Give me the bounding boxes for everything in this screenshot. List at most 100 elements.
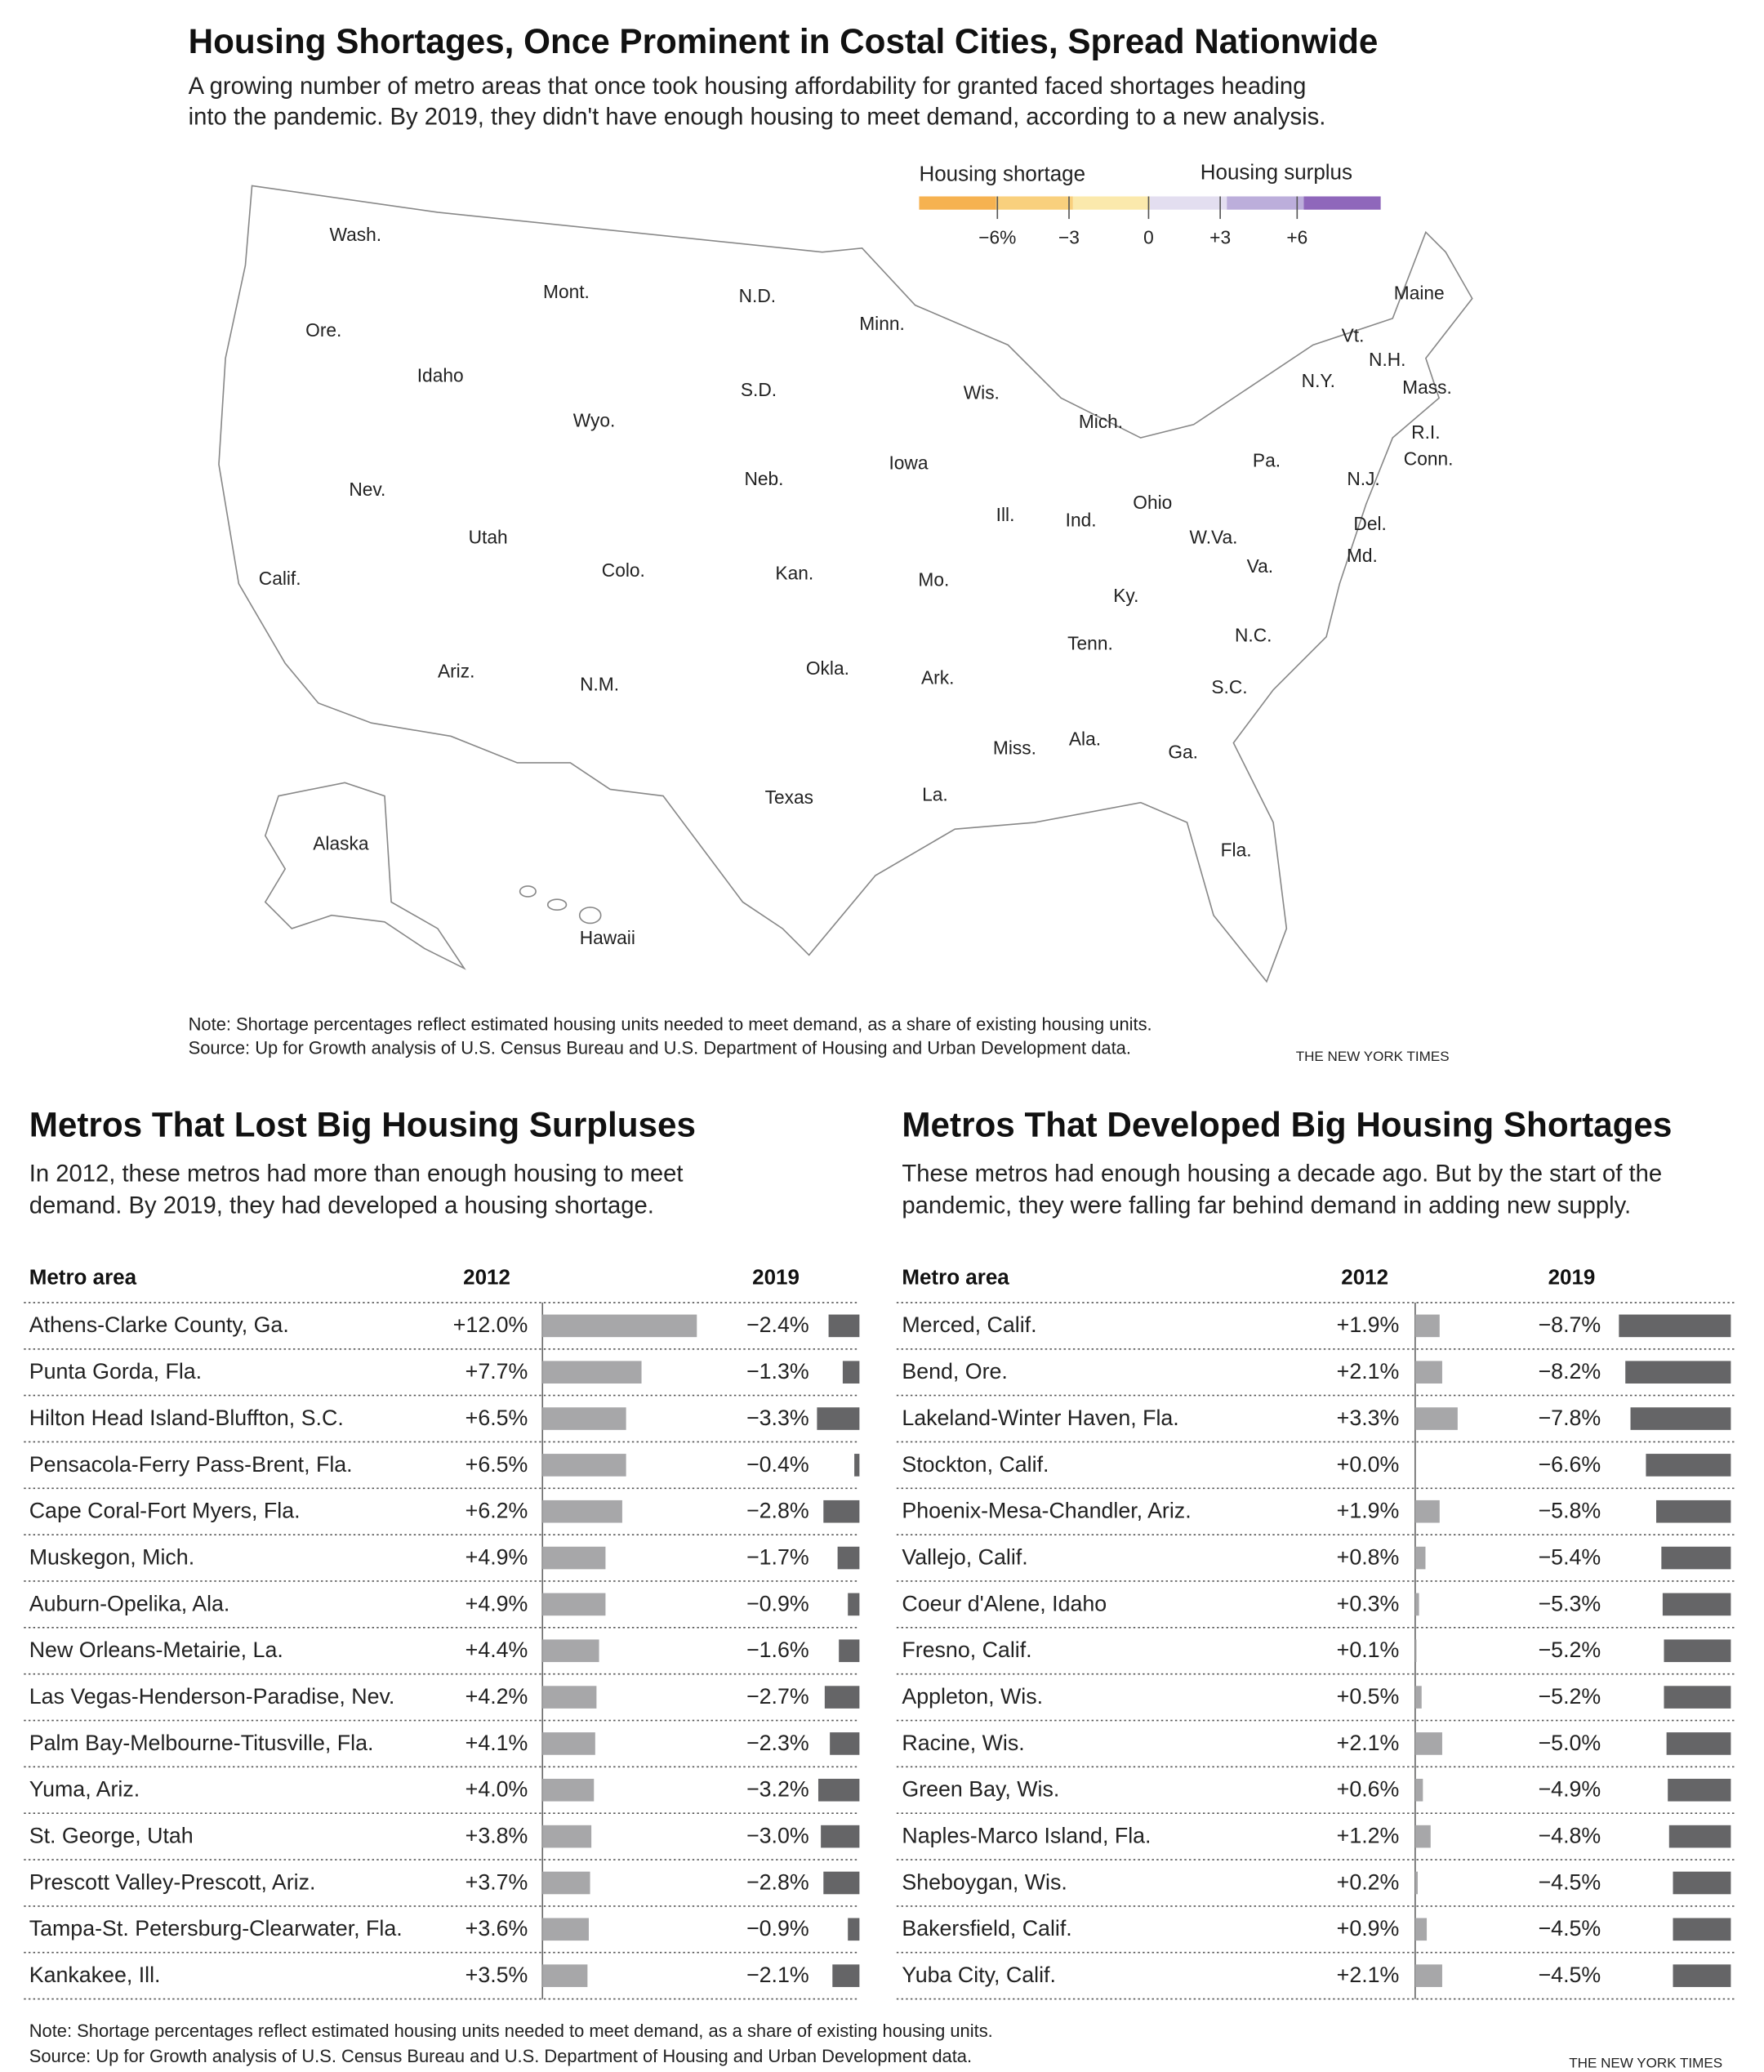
legend-tick-label: −6% [978,226,1016,247]
metro-name: Lakeland-Winter Haven, Fla. [902,1406,1178,1430]
metro-name: Racine, Wis. [902,1731,1024,1755]
state-label: Ind. [1066,509,1097,530]
value-2019: −5.0% [1539,1731,1601,1755]
bar-2012 [542,1871,590,1895]
metro-name: Yuma, Ariz. [29,1777,140,1802]
state-label: Minn. [859,313,905,334]
map-note: Note: Shortage percentages reflect estim… [189,1014,1152,1034]
value-2019: −3.2% [746,1777,809,1802]
bar-2012 [1414,1732,1442,1755]
metro-name: Cape Coral-Fort Myers, Fla. [29,1499,301,1523]
value-2012: +2.1% [1337,1963,1400,1987]
metro-name: Naples-Marco Island, Fla. [902,1824,1151,1848]
state-label: Iowa [889,452,928,474]
value-2019: −2.7% [746,1684,809,1709]
legend-label: Housing surplus [1200,160,1352,185]
metro-name: Appleton, Wis. [902,1684,1043,1709]
hawaii-island [578,907,602,925]
state-label: Wis. [964,381,1000,403]
state-label: Calif. [259,568,301,589]
metro-name: New Orleans-Metairie, La. [29,1638,283,1662]
state-label: S.C. [1211,676,1247,697]
bar-2019 [1673,1871,1731,1895]
state-label: Neb. [744,468,783,489]
state-label: Ohio [1133,492,1172,513]
bar-2019 [1656,1499,1731,1523]
metro-name: Merced, Calif. [902,1312,1036,1337]
state-label: Fla. [1221,840,1252,861]
value-2019: −4.5% [1539,1916,1601,1941]
column-header: 2012 [1341,1265,1388,1290]
value-2019: −1.7% [746,1544,809,1569]
metro-name: Green Bay, Wis. [902,1777,1059,1802]
table-subtitle: demand. By 2019, they had developed a ho… [29,1193,654,1219]
value-2019: −5.2% [1539,1684,1601,1709]
column-header: 2019 [752,1265,800,1290]
value-2012: +4.0% [466,1777,528,1802]
metro-name: Bend, Ore. [902,1359,1008,1384]
value-2019: −5.3% [1539,1591,1601,1615]
state-label: N.H. [1369,349,1405,370]
state-label: Okla. [806,657,849,679]
bar-2012 [1414,1407,1458,1430]
footer-source: Source: Up for Growth analysis of U.S. C… [29,2046,972,2066]
bar-2012 [542,1361,642,1384]
state-label: Colo. [602,559,645,581]
metro-name: Fresno, Calif. [902,1638,1031,1662]
map-source: Source: Up for Growth analysis of U.S. C… [189,1038,1131,1058]
bar-2012 [1414,1314,1440,1338]
state-label: Wash. [329,224,381,245]
state-label: N.C. [1235,625,1272,646]
bar-2019 [821,1825,860,1848]
metro-name: Athens-Clarke County, Ga. [29,1312,289,1337]
bar-2019 [1661,1546,1731,1570]
footer-note: Note: Shortage percentages reflect estim… [29,2021,993,2041]
bar-2019 [1673,1964,1731,1987]
bar-2012 [542,1918,589,1941]
bar-2019 [1619,1314,1731,1338]
bar-2012 [1414,1918,1428,1941]
state-label: Miss. [993,737,1036,759]
value-2012: +0.5% [1337,1684,1400,1709]
state-label: Wyo. [573,410,616,431]
state-label: W.Va. [1190,526,1238,547]
state-label: Ky. [1113,585,1138,606]
metro-name: Las Vegas-Henderson-Paradise, Nev. [29,1684,395,1709]
value-2019: −0.4% [746,1452,809,1477]
metro-name: Bakersfield, Calif. [902,1916,1071,1941]
metro-name: Tampa-St. Petersburg-Clearwater, Fla. [29,1916,403,1941]
value-2012: +1.9% [1337,1499,1400,1523]
value-2019: −5.4% [1539,1544,1601,1569]
subtitle: A growing number of metro areas that onc… [189,74,1307,100]
content: Housing Shortages, Once Prominent in Cos… [24,22,1735,2071]
legend-swatch [1227,196,1304,210]
value-2012: +3.6% [466,1916,528,1941]
title: Housing Shortages, Once Prominent in Cos… [189,22,1379,60]
bar-2019 [854,1454,860,1477]
state-label: La. [922,784,948,805]
bar-2019 [848,1593,860,1616]
state-label: Del. [1353,513,1386,534]
value-2019: −1.6% [746,1638,809,1662]
value-2012: +0.8% [1337,1544,1400,1569]
state-label: Pa. [1253,449,1281,470]
value-2019: −3.3% [746,1406,809,1430]
value-2012: +3.7% [466,1869,528,1894]
state-label: Mont. [543,281,590,302]
value-2012: +3.5% [466,1963,528,1987]
state-label: Md. [1347,545,1378,566]
legend-swatch [996,196,1073,210]
metro-name: Phoenix-Mesa-Chandler, Ariz. [902,1499,1191,1523]
bar-2019 [823,1871,860,1895]
value-2019: −2.1% [746,1963,809,1987]
bar-2012 [1414,1825,1431,1848]
value-2019: −5.2% [1539,1638,1601,1662]
value-2019: −0.9% [746,1916,809,1941]
metro-name: Sheboygan, Wis. [902,1869,1067,1894]
bar-2012 [542,1778,595,1802]
column-header: Metro area [902,1265,1009,1290]
state-label: Mich. [1079,411,1123,432]
bar-2019 [830,1732,860,1755]
legend-swatch [919,196,996,210]
